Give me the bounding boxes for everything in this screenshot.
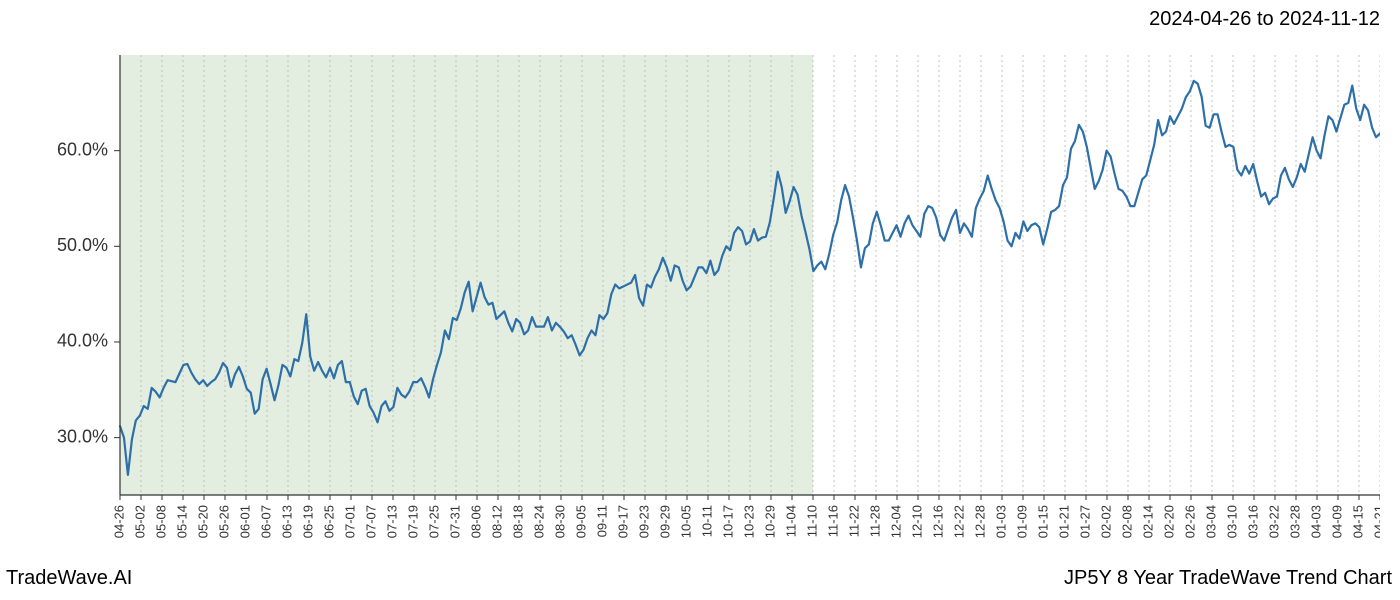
xtick-label: 10-11 <box>699 505 714 537</box>
xtick-label: 09-23 <box>636 505 651 538</box>
chart-svg: 30.0% 40.0% 50.0% 60.0% 04-26 05-02 05-08 05-14… <box>30 55 1380 575</box>
xtick-label: 02-08 <box>1119 505 1134 538</box>
xtick-label: 09-11 <box>594 505 609 537</box>
xtick-label: 03-16 <box>1245 505 1260 538</box>
xtick-label: 03-04 <box>1203 505 1218 538</box>
xtick-label: 08-12 <box>489 505 504 538</box>
xtick-label: 05-26 <box>216 505 231 538</box>
xtick-label: 08-18 <box>510 505 525 538</box>
xtick-label: 12-28 <box>972 505 987 538</box>
xtick-label: 03-10 <box>1224 505 1239 538</box>
xtick-label: 05-14 <box>174 505 189 538</box>
xtick-label: 11-28 <box>867 505 882 537</box>
xtick-label: 12-22 <box>951 505 966 538</box>
xtick-label: 08-30 <box>552 505 567 538</box>
xtick-label: 03-28 <box>1287 505 1302 538</box>
xtick-label: 02-26 <box>1182 505 1197 538</box>
date-range: 2024-04-26 to 2024-11-12 <box>1149 8 1380 31</box>
xtick-label: 10-23 <box>741 505 756 538</box>
xtick-label: 04-21 <box>1371 505 1380 538</box>
xtick-label: 03-22 <box>1266 505 1281 538</box>
xtick-label: 07-25 <box>426 505 441 538</box>
xtick-label: 12-04 <box>888 505 903 538</box>
xtick-label: 09-05 <box>573 505 588 538</box>
xtick-label: 01-03 <box>993 505 1008 538</box>
xtick-label: 11-22 <box>846 505 861 537</box>
xtick-label: 04-03 <box>1308 505 1323 538</box>
xtick-label: 04-26 <box>111 505 126 538</box>
ytick-label: 60.0% <box>57 139 108 159</box>
xtick-label: 05-08 <box>153 505 168 538</box>
chart-plot: 30.0%40.0%50.0%60.0%04-2605-0205-0805-14… <box>120 55 1380 495</box>
xtick-label: 01-15 <box>1035 505 1050 538</box>
xtick-label: 10-05 <box>678 505 693 538</box>
xtick-label: 11-04 <box>783 505 798 537</box>
xtick-label: 11-10 <box>804 505 819 537</box>
ytick-label: 50.0% <box>57 235 108 255</box>
xtick-label: 09-17 <box>615 505 630 538</box>
xtick-label: 02-14 <box>1140 505 1155 538</box>
xtick-label: 07-13 <box>384 505 399 538</box>
highlight-band <box>120 55 813 495</box>
xtick-label: 01-27 <box>1077 505 1092 538</box>
xtick-label: 05-20 <box>195 505 210 538</box>
xtick-label: 06-19 <box>300 505 315 538</box>
xtick-label: 01-21 <box>1056 505 1071 538</box>
xtick-label: 02-02 <box>1098 505 1113 538</box>
xtick-label: 10-17 <box>720 505 735 538</box>
ytick-label: 30.0% <box>57 426 108 446</box>
xtick-label: 06-13 <box>279 505 294 538</box>
xtick-label: 05-02 <box>132 505 147 538</box>
xtick-label: 09-29 <box>657 505 672 538</box>
xtick-label: 07-19 <box>405 505 420 538</box>
xtick-label: 01-09 <box>1014 505 1029 538</box>
xtick-label: 07-07 <box>363 505 378 538</box>
xtick-label: 08-24 <box>531 505 546 538</box>
xtick-label: 06-01 <box>237 505 252 538</box>
xtick-label: 10-29 <box>762 505 777 538</box>
xtick-label: 04-15 <box>1350 505 1365 538</box>
xtick-label: 08-06 <box>468 505 483 538</box>
xtick-label: 07-01 <box>342 505 357 538</box>
xtick-label: 12-10 <box>909 505 924 538</box>
xtick-label: 04-09 <box>1329 505 1344 538</box>
ytick-label: 40.0% <box>57 331 108 351</box>
xtick-label: 11-16 <box>825 505 840 537</box>
xtick-label: 07-31 <box>447 505 462 538</box>
xtick-label: 06-25 <box>321 505 336 538</box>
xtick-label: 02-20 <box>1161 505 1176 538</box>
xtick-label: 06-07 <box>258 505 273 538</box>
xtick-label: 12-16 <box>930 505 945 538</box>
